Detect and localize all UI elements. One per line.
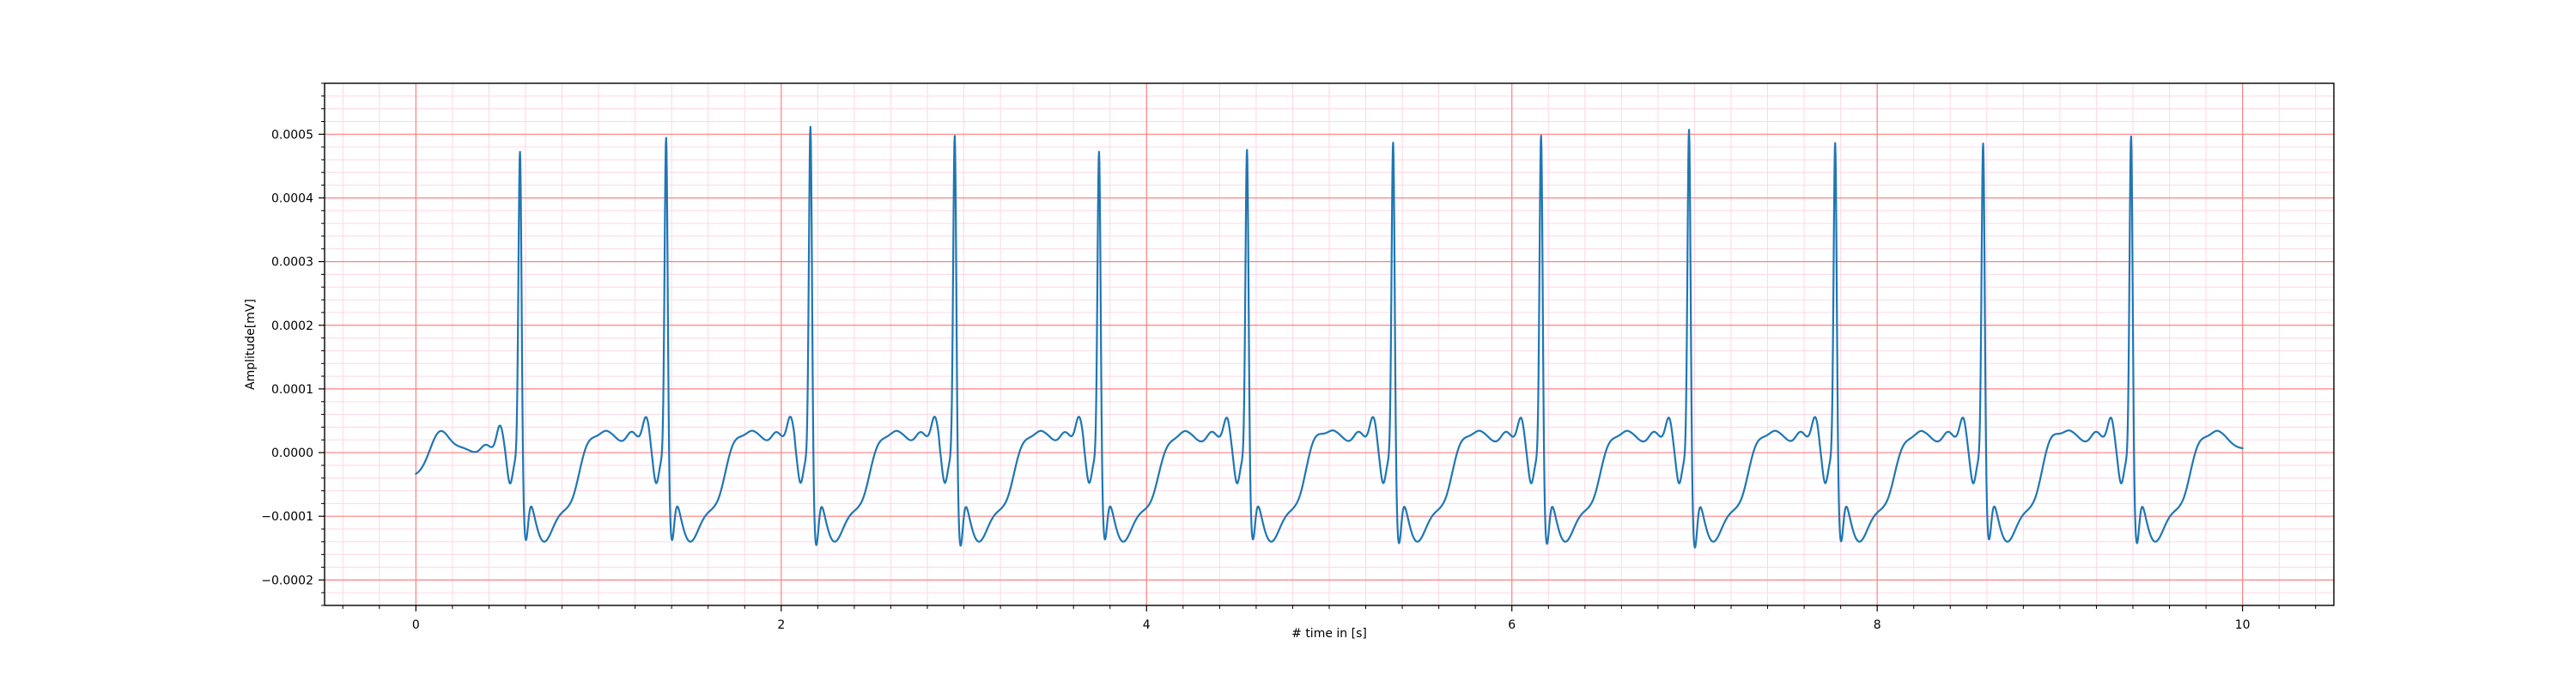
major-grid [325, 83, 2334, 605]
x-tick-label: 4 [1143, 618, 1151, 632]
plot-area [324, 82, 2335, 606]
ecg-series-line [415, 125, 2244, 549]
y-tick-label: −0.0002 [261, 574, 313, 587]
y-tick-label: 0.0002 [271, 319, 313, 333]
x-tick-label: 10 [2235, 618, 2251, 632]
minor-grid [325, 82, 2334, 606]
y-tick-label: −0.0001 [261, 510, 313, 524]
x-tick-label: 6 [1508, 618, 1516, 632]
y-tick-label: 0.0003 [271, 256, 313, 270]
x-tick-label: 8 [1874, 618, 1881, 632]
x-tick-label: 0 [412, 618, 420, 632]
y-tick-label: 0.0005 [271, 128, 313, 142]
y-tick-label: 0.0004 [271, 192, 313, 205]
x-tick-label: 2 [777, 618, 785, 632]
y-tick-label: 0.0001 [271, 383, 313, 397]
y-axis-label: Amplitude[mV] [244, 299, 258, 390]
x-axis-label: # time in [s] [1291, 627, 1367, 641]
axes: 0 2 4 6 8 10 −0.0002 −0.0001 0.0000 0.0001 0.0002 0… [244, 82, 2317, 641]
grid [325, 82, 2334, 606]
y-tick-label: 0.0000 [271, 447, 313, 460]
